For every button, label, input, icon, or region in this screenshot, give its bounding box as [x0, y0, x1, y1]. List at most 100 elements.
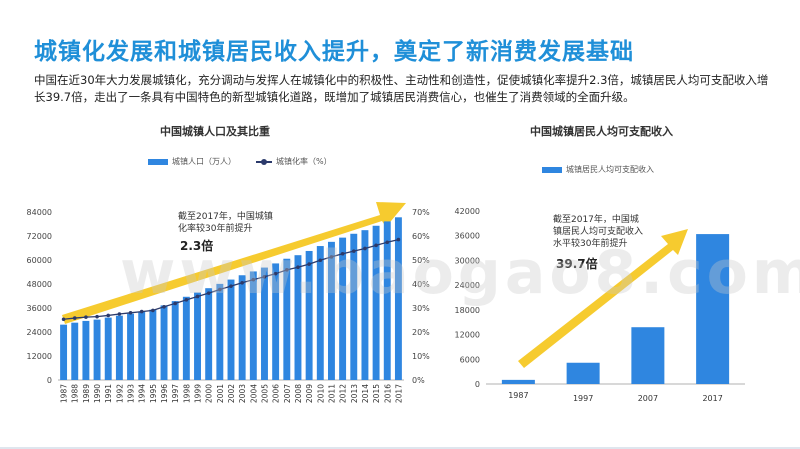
line-point [184, 298, 189, 302]
line-point [218, 287, 222, 292]
bar [294, 255, 302, 380]
right-chart-annotation: 截至2017年，中国城镇居民人均可支配收入水平较30年前提升 [553, 215, 644, 249]
bar [71, 322, 79, 380]
x-tick-label: 1997 [573, 394, 593, 403]
x-tick-label: 2005 [260, 384, 269, 403]
x-tick-label: 2001 [216, 384, 225, 403]
x-tick-label: 1998 [182, 384, 191, 403]
bar [115, 315, 123, 380]
right-chart-title: 中国城镇居民人均可支配收入 [530, 125, 673, 138]
line-point [84, 315, 88, 319]
y-tick-label: 42000 [455, 207, 480, 216]
y-tick-label: 36000 [27, 304, 52, 313]
y2-tick-label: 70% [412, 208, 430, 217]
x-tick-label: 1991 [104, 384, 113, 403]
x-tick-label: 2006 [272, 384, 281, 403]
left-chart-title: 中国城镇人口及其比重 [160, 125, 270, 138]
growth-arrow [62, 202, 406, 324]
legend-bar-label-right: 城镇居民人均可支配收入 [566, 165, 654, 174]
line-point [240, 281, 244, 285]
legend-line-label: 城镇化率（%） [276, 157, 332, 166]
line-point [262, 275, 267, 279]
line-point [363, 246, 367, 251]
x-tick-label: 1994 [138, 384, 147, 403]
bar [327, 241, 335, 380]
x-tick-label: 2007 [638, 394, 658, 403]
bar [372, 225, 380, 380]
legend-line-swatch [256, 158, 272, 165]
bar [631, 327, 665, 384]
bar [305, 250, 313, 380]
line-point [95, 314, 99, 319]
line-point [72, 316, 77, 320]
y-tick-label: 0 [475, 380, 480, 389]
bar [160, 305, 168, 380]
legend-bar-swatch-right [542, 166, 562, 173]
line-point [273, 271, 278, 276]
x-tick-label: 1997 [171, 384, 180, 403]
line-point [128, 311, 133, 315]
y-tick-label: 12000 [27, 352, 52, 361]
bar [104, 317, 112, 380]
y2-tick-label: 30% [412, 304, 430, 313]
bar [127, 313, 135, 380]
y-tick-label: 6000 [460, 355, 480, 364]
y-tick-label: 0 [47, 376, 52, 385]
bar [60, 324, 68, 380]
line-point [173, 301, 177, 306]
bar [205, 288, 213, 380]
x-tick-label: 2000 [205, 384, 214, 403]
left-chart-annotation: 截至2017年，中国城镇化率较30年前提升 [178, 212, 273, 234]
y2-tick-label: 40% [412, 280, 430, 289]
bar [238, 275, 246, 380]
bar [350, 233, 358, 380]
y-tick-label: 60000 [27, 256, 52, 265]
x-tick-label: 2011 [327, 384, 336, 403]
line-point [285, 268, 289, 272]
x-tick-label: 1996 [160, 384, 169, 403]
y2-tick-label: 10% [412, 352, 430, 361]
y-tick-label: 48000 [27, 280, 52, 289]
bar [182, 296, 190, 380]
x-tick-label: 2013 [350, 384, 359, 403]
x-tick-label: 2016 [383, 384, 392, 403]
line-point [374, 243, 378, 248]
y-tick-label: 12000 [455, 331, 480, 340]
right-chart-annotation-value: 39.7倍 [556, 257, 598, 271]
x-tick-label: 2009 [305, 384, 314, 403]
bar [566, 362, 600, 384]
line-point [229, 284, 233, 288]
line-point [61, 317, 66, 322]
x-tick-label: 1989 [82, 384, 91, 403]
line-point [117, 312, 122, 316]
line-point [296, 265, 300, 270]
line-point [307, 262, 311, 266]
bar [82, 320, 90, 380]
x-tick-label: 1992 [115, 384, 124, 403]
x-tick-label: 2015 [372, 384, 381, 403]
line-point [206, 291, 211, 295]
line-point [139, 309, 144, 314]
bar [361, 230, 369, 380]
bar [149, 309, 157, 380]
line-point [106, 313, 111, 318]
y-tick-label: 30000 [455, 256, 480, 265]
bottom-divider [0, 447, 800, 449]
y-tick-label: 72000 [27, 232, 52, 241]
legend-bar-swatch [148, 158, 168, 165]
y-tick-label: 84000 [27, 208, 52, 217]
right-chart-legend: 城镇居民人均可支配收入 [542, 164, 654, 175]
bar [383, 221, 391, 380]
bar [194, 292, 201, 380]
y2-tick-label: 60% [412, 232, 430, 241]
line-point [340, 251, 345, 256]
bar [696, 234, 730, 384]
page-title: 城镇化发展和城镇居民收入提升，奠定了新消费发展基础 [34, 39, 634, 65]
bar [249, 271, 257, 380]
line-point [151, 308, 155, 313]
x-tick-label: 2017 [394, 384, 403, 403]
line-point [195, 294, 200, 299]
x-tick-label: 1988 [71, 384, 80, 403]
y2-tick-label: 50% [412, 256, 430, 265]
